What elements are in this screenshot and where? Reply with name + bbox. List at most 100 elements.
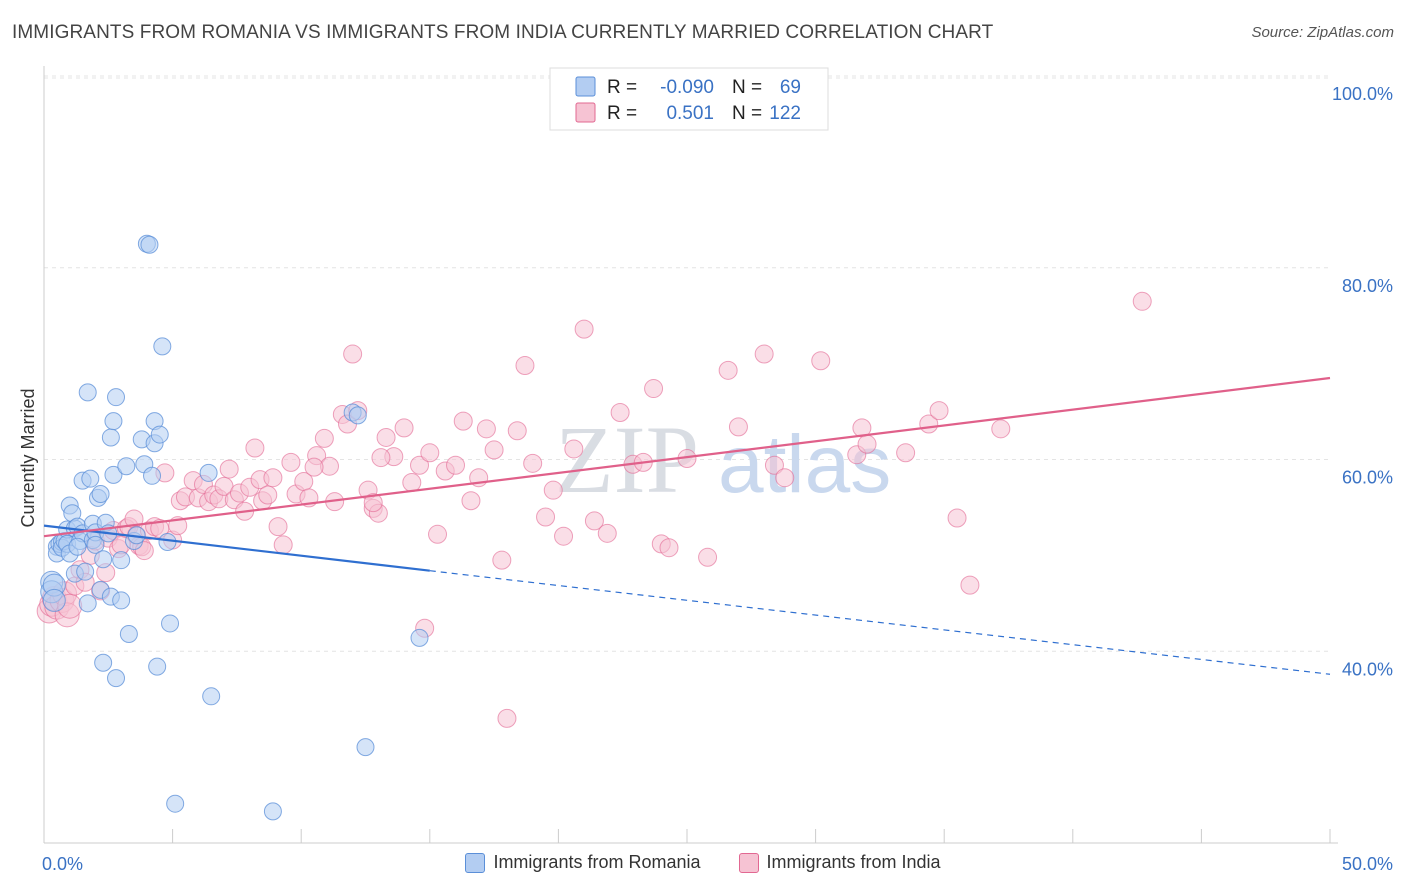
india-point <box>219 459 239 479</box>
romania-point <box>94 653 113 672</box>
india-point <box>764 455 784 475</box>
india-point <box>857 434 877 454</box>
romania-point <box>78 594 97 613</box>
x-tick-label-max: 50.0% <box>1342 854 1393 874</box>
legend-item-romania-swatch <box>465 852 486 873</box>
india-point <box>1132 291 1152 311</box>
romania-point <box>348 406 367 425</box>
india-point <box>363 493 383 513</box>
india-trend-line <box>43 376 1331 538</box>
y-tick-label-80: 80.0% <box>1342 276 1393 296</box>
tick-labels: 40.0% 60.0% 80.0% 100.0% 0.0% 50.0% <box>42 84 1393 874</box>
axes <box>43 66 1338 844</box>
romania-point <box>410 628 429 647</box>
india-point <box>811 351 831 371</box>
india-point <box>314 428 334 448</box>
legend-item-romania: Immigrants from Romania <box>465 852 701 873</box>
india-point <box>543 480 563 500</box>
legend-n-value-india: 122 <box>769 103 801 124</box>
india-point <box>273 535 293 555</box>
romania-point <box>143 466 162 485</box>
romania-point <box>68 537 87 556</box>
y-tick-label-100: 100.0% <box>1332 84 1393 104</box>
gridlines <box>44 75 1330 652</box>
romania-points-group <box>40 234 429 821</box>
romania-point <box>140 235 159 254</box>
romania-point <box>101 428 120 447</box>
india-point <box>461 491 481 511</box>
legend-item-india: Immigrants from India <box>738 852 941 873</box>
source-credit: Source: ZipAtlas.com <box>1251 24 1394 41</box>
romania-point <box>107 388 126 407</box>
india-point <box>402 473 422 493</box>
india-point <box>610 403 630 423</box>
india-point <box>896 443 916 463</box>
legend-r-label-romania: R = <box>607 77 637 98</box>
romania-point <box>86 535 105 554</box>
romania-point <box>150 425 169 444</box>
romania-point <box>91 485 110 504</box>
india-point <box>554 526 574 546</box>
india-point <box>644 379 664 399</box>
romania-point <box>104 412 123 431</box>
india-point <box>775 468 795 488</box>
india-point <box>960 575 980 595</box>
india-point <box>245 438 265 458</box>
romania-point <box>356 738 375 757</box>
india-point <box>281 452 301 472</box>
legend-n-label-romania: N = <box>732 77 762 98</box>
trend-lines <box>43 376 1331 675</box>
india-point <box>659 538 679 558</box>
romania-point <box>158 532 177 551</box>
india-point <box>728 417 748 437</box>
india-point <box>376 427 396 447</box>
legend-item-india-label: Immigrants from India <box>766 852 941 872</box>
india-point <box>394 418 414 438</box>
india-point <box>263 468 283 488</box>
legend-item-romania-label: Immigrants from Romania <box>493 852 701 872</box>
romania-point <box>76 562 95 581</box>
india-point <box>453 411 473 431</box>
india-point <box>497 708 517 728</box>
india-point <box>371 448 391 468</box>
romania-point <box>119 624 138 643</box>
romania-point <box>112 591 131 610</box>
india-point <box>754 344 774 364</box>
romania-point <box>117 457 136 476</box>
bottom-legend: Immigrants from Romania Immigrants from … <box>0 852 1406 873</box>
india-point <box>507 421 527 441</box>
india-point <box>258 485 278 505</box>
romania-point <box>107 669 126 688</box>
india-point <box>515 356 535 376</box>
romania-point <box>153 337 172 356</box>
romania-point <box>166 794 185 813</box>
legend-r-label-india: R = <box>607 103 637 124</box>
romania-point <box>104 465 123 484</box>
india-point <box>929 401 949 421</box>
legend-r-value-india: 0.501 <box>666 103 714 124</box>
romania-point <box>42 588 66 612</box>
india-point <box>492 550 512 570</box>
y-tick-label-60: 60.0% <box>1342 468 1393 488</box>
legend-box: R = -0.090 N = 69 R = 0.501 N = 122 <box>549 67 829 131</box>
romania-trend-extension <box>429 570 1331 675</box>
india-point <box>991 419 1011 439</box>
india-point <box>484 440 504 460</box>
y-axis-label: Currently Married <box>18 388 38 527</box>
india-point <box>428 524 448 544</box>
romania-point <box>148 657 167 676</box>
india-point <box>597 523 617 543</box>
romania-trend-line <box>43 524 430 572</box>
romania-point <box>202 687 221 706</box>
romania-point <box>94 550 113 569</box>
india-point <box>476 419 496 439</box>
legend-swatch-india <box>575 102 596 123</box>
y-tick-label-40: 40.0% <box>1342 659 1393 679</box>
chart-title: IMMIGRANTS FROM ROMANIA VS IMMIGRANTS FR… <box>12 22 994 43</box>
romania-point <box>78 383 97 402</box>
india-point <box>410 455 430 475</box>
india-point <box>718 360 738 380</box>
romania-point <box>199 463 218 482</box>
india-point <box>947 508 967 528</box>
